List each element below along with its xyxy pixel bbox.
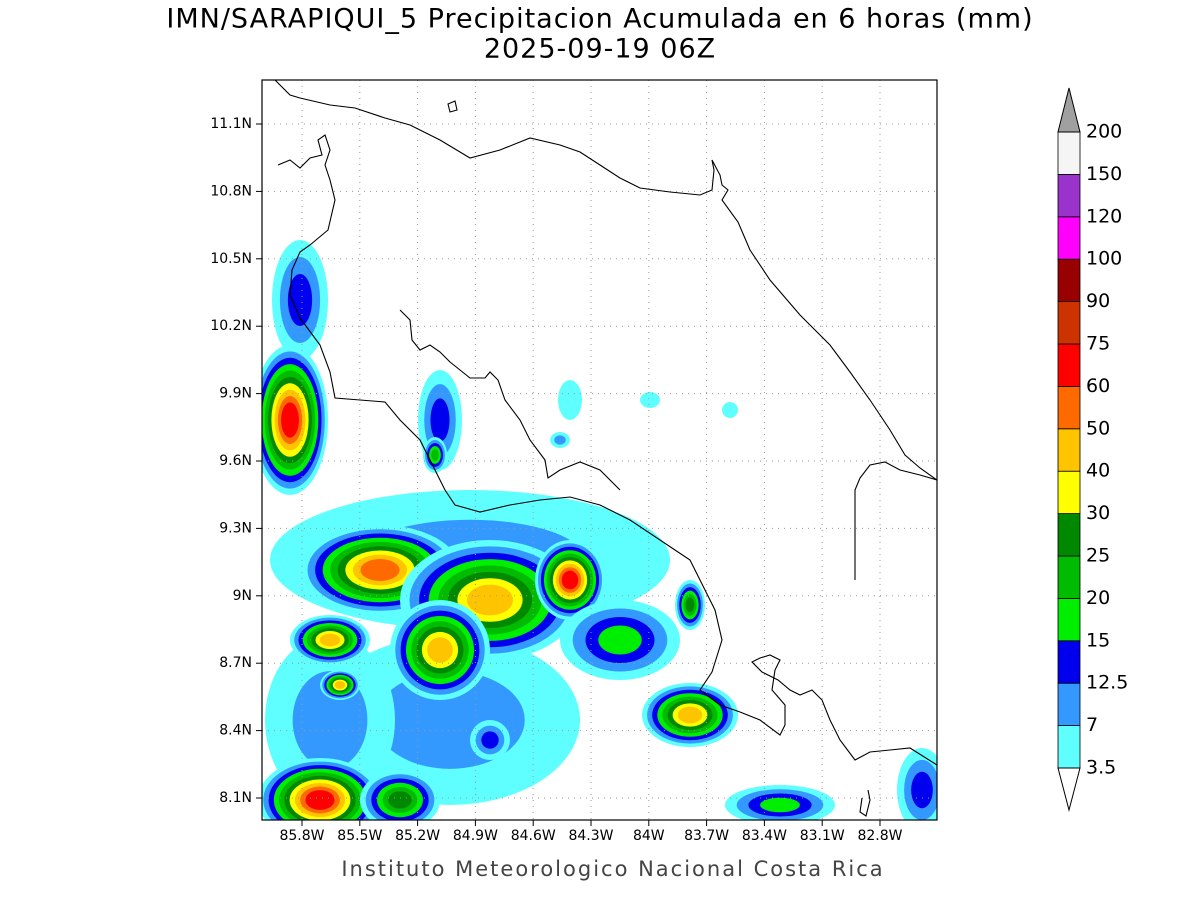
colorbar-label: 20 xyxy=(1086,587,1110,609)
colorbar-swatch xyxy=(1057,513,1081,557)
colorbar-swatch xyxy=(1057,258,1081,303)
precip-contour xyxy=(677,706,703,724)
lon-label: 85.5W xyxy=(337,828,382,844)
coastline xyxy=(274,80,937,481)
colorbar-label: 60 xyxy=(1086,375,1110,397)
precip-contour xyxy=(430,398,450,442)
map-subtitle: 2025-09-19 06Z xyxy=(484,34,716,65)
lon-label: 84.6W xyxy=(511,828,556,844)
coastlines xyxy=(274,80,937,817)
lat-label: 10.5N xyxy=(210,251,252,267)
lat-label: 9.3N xyxy=(219,520,252,536)
precip-contour xyxy=(305,790,335,810)
precip-contour xyxy=(360,559,400,581)
precip-contour xyxy=(388,791,412,809)
colorbar-label: 75 xyxy=(1086,333,1110,355)
colorbar-swatch xyxy=(1057,131,1081,175)
colorbar-label: 200 xyxy=(1086,121,1122,143)
colorbar-swatch xyxy=(1057,173,1081,218)
precip-contour xyxy=(911,771,933,809)
lat-label: 8.7N xyxy=(219,655,252,671)
plot-frame xyxy=(261,79,938,821)
colorbar-swatch xyxy=(1057,385,1081,430)
precip-contour xyxy=(334,681,346,689)
colorbar-swatch xyxy=(1057,725,1081,769)
colorbar-label: 150 xyxy=(1086,163,1122,185)
lat-label: 9.9N xyxy=(219,386,252,402)
colorbar-swatch xyxy=(1057,555,1081,599)
colorbar-label: 12.5 xyxy=(1086,672,1128,694)
colorbar-swatch xyxy=(1057,598,1081,642)
coastline xyxy=(859,789,871,817)
colorbar-label: 15 xyxy=(1086,629,1110,651)
precip-field xyxy=(262,240,937,820)
precip-contour xyxy=(561,570,579,590)
colorbar-swatch xyxy=(1057,682,1081,727)
lat-label: 8.1N xyxy=(219,790,252,806)
coastline xyxy=(277,134,937,766)
precip-contour xyxy=(558,380,582,420)
precip-contour xyxy=(466,584,514,616)
precip-contour xyxy=(760,797,800,813)
colorbar-label: 120 xyxy=(1086,205,1122,227)
lon-label: 85.2W xyxy=(395,828,440,844)
colorbar-label: 30 xyxy=(1086,502,1110,524)
lon-label: 85.8W xyxy=(279,828,324,844)
lon-label: 84.9W xyxy=(453,828,498,844)
colorbar-label: 7 xyxy=(1086,714,1098,736)
coastline xyxy=(854,461,937,580)
lat-label: 11.1N xyxy=(210,116,252,132)
axis-labels: 11.1N 10.8N 10.5N 10.2N 9.9N 9.6N 9.3N 9N 8.7N 8.… xyxy=(210,116,902,844)
colorbar-swatch xyxy=(1057,301,1081,345)
colorbar-label: 40 xyxy=(1086,460,1110,482)
precip-contour xyxy=(481,731,499,749)
lat-label: 9N xyxy=(233,588,252,604)
lat-label: 10.2N xyxy=(210,318,252,334)
precip-contour xyxy=(722,402,738,418)
precip-contour xyxy=(554,435,566,445)
lat-label: 9.6N xyxy=(219,453,252,469)
lat-label: 10.8N xyxy=(210,183,252,199)
map-title: IMN/SARAPIQUI_5 Precipitacion Acumulada … xyxy=(166,4,1033,35)
colorbar-swatch xyxy=(1057,470,1081,515)
colorbar-swatch xyxy=(1057,343,1081,387)
precip-contour xyxy=(685,597,695,613)
colorbar-swatch xyxy=(1057,428,1081,472)
coastline xyxy=(399,309,621,491)
colorbar-label: 90 xyxy=(1086,290,1110,312)
precip-contour xyxy=(281,402,299,438)
precip-contour xyxy=(598,625,642,655)
colorbar-over-arrow xyxy=(1057,87,1081,133)
lon-label: 83.1W xyxy=(800,828,845,844)
colorbar-label: 3.5 xyxy=(1086,757,1116,779)
precip-contour xyxy=(287,274,313,326)
lat-label: 8.4N xyxy=(219,723,252,739)
lon-label: 84W xyxy=(633,828,665,844)
colorbar-label: 25 xyxy=(1086,545,1110,567)
island xyxy=(447,100,458,113)
colorbar-label: 50 xyxy=(1086,417,1110,439)
colorbar-under-arrow xyxy=(1057,767,1081,812)
colorbar: 3.5 7 12.5 15 20 25 30 40 50 60 75 90 100 120 150 200 xyxy=(1057,87,1128,812)
precip-contour xyxy=(427,637,453,663)
precip-contour xyxy=(640,392,660,408)
lon-label: 83.4W xyxy=(742,828,787,844)
precip-contour xyxy=(431,449,439,461)
lon-label: 84.3W xyxy=(568,828,613,844)
colorbar-swatch xyxy=(1057,640,1081,684)
lon-label: 83.7W xyxy=(684,828,729,844)
footer: Instituto Meteorologico Nacional Costa R… xyxy=(341,857,884,881)
colorbar-label: 100 xyxy=(1086,248,1122,270)
colorbar-swatch xyxy=(1057,216,1081,260)
precip-contour xyxy=(319,633,341,647)
lon-label: 82.8W xyxy=(857,828,902,844)
